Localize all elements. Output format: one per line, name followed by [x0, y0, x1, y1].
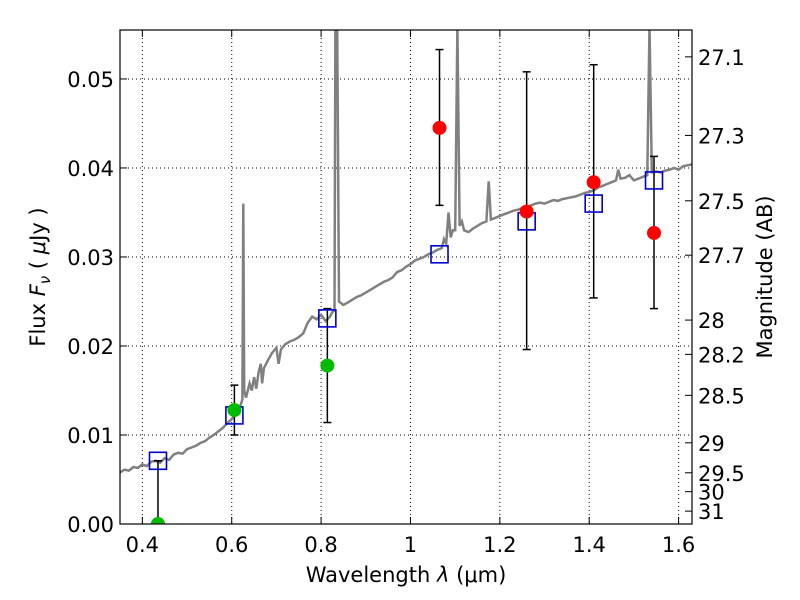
optical-point [150, 517, 165, 524]
model-band-marker [430, 245, 449, 264]
y2-tick-label: 27.3 [698, 124, 745, 148]
model-band-markers [148, 171, 664, 471]
model-band-marker [584, 194, 603, 213]
error-bars [153, 48, 659, 524]
y2-tick-label: 30 [698, 481, 725, 505]
photometry-points [150, 120, 662, 524]
y2-tick-label: 29 [698, 432, 725, 456]
model-band-marker [644, 171, 664, 190]
y-tick-label: 0.04 [67, 157, 114, 181]
optical-point [320, 358, 335, 373]
detection-point [432, 120, 447, 135]
y-tick-label: 0.01 [67, 424, 114, 448]
model-spectrum-line [120, 30, 692, 474]
y2-tick-label: 31 [698, 500, 725, 524]
y-tick-label: 0.05 [67, 68, 114, 92]
model-band-marker [148, 451, 168, 471]
y-tick-label: 0.02 [67, 335, 114, 359]
y2-axis-label: Magnitude (AB) [753, 195, 777, 358]
y2-tick-label: 27.1 [698, 46, 745, 70]
detection-point [647, 225, 662, 240]
x-tick-label: 1.4 [573, 533, 606, 557]
optical-point [227, 403, 242, 418]
grid-lines [120, 30, 692, 525]
y2-tick-label: 27.5 [698, 190, 745, 214]
x-tick-label: 1 [404, 533, 417, 557]
y-axis-ticks: 0.00 0.01 0.02 0.03 0.04 0.05 [67, 68, 127, 537]
y-tick-label: 0.00 [67, 513, 114, 537]
detection-point [586, 175, 601, 190]
y2-tick-label: 28.2 [698, 343, 745, 367]
plot-frame [119, 29, 693, 525]
x-tick-label: 0.8 [304, 533, 337, 557]
x-tick-label: 0.4 [126, 533, 159, 557]
y2-tick-label: 27.7 [698, 244, 745, 268]
x-axis-label: Wavelength λ (μm) [306, 563, 507, 587]
detection-point [519, 204, 534, 219]
x-axis-ticks: 0.4 0.6 0.8 1 1.2 1.4 1.6 [126, 30, 695, 557]
y2-tick-label: 28 [698, 309, 725, 333]
y2-tick-label: 29.5 [698, 462, 745, 486]
model-band-marker [318, 309, 337, 328]
y-tick-label: 0.03 [67, 246, 114, 270]
x-tick-label: 1.6 [662, 533, 695, 557]
y-axis-label: Flux Fν ( μJy ) [26, 207, 54, 346]
x-tick-label: 1.2 [483, 533, 516, 557]
y2-tick-label: 28.5 [698, 384, 745, 408]
x-tick-label: 0.6 [215, 533, 248, 557]
